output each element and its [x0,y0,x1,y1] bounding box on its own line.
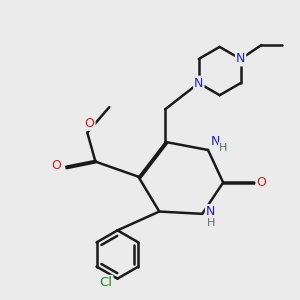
Text: O: O [51,159,61,172]
Text: H: H [219,143,227,153]
Text: H: H [207,218,216,228]
Text: O: O [256,176,266,189]
Text: N: N [194,76,203,90]
Text: Cl: Cl [99,276,112,289]
Text: N: N [236,52,245,65]
Text: O: O [85,117,94,130]
Text: N: N [210,135,220,148]
Text: N: N [206,205,215,218]
